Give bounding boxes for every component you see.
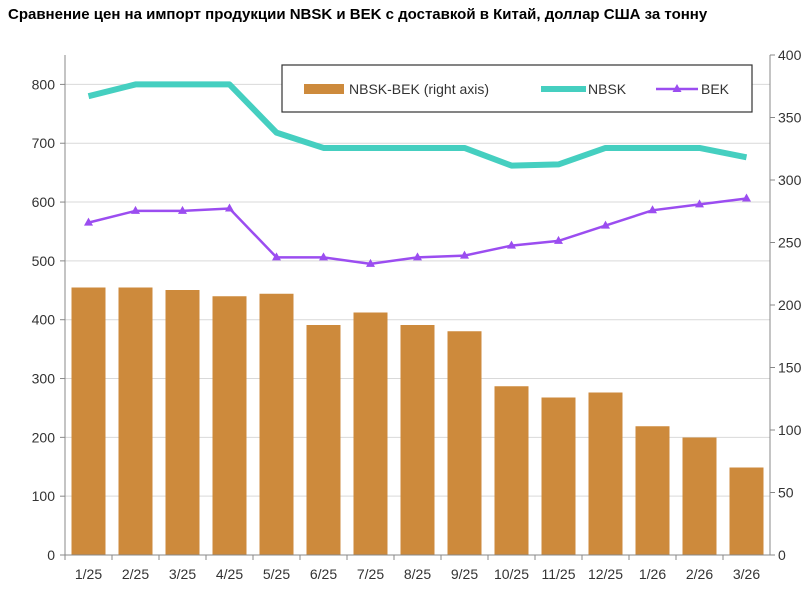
right-axis-tick-label: 400 <box>778 47 802 63</box>
bar-nbsk-bek <box>400 325 435 555</box>
legend-label-bek: BEK <box>701 81 730 97</box>
x-axis-tick-label: 1/25 <box>75 566 102 582</box>
point-bek <box>695 199 704 208</box>
left-axis-tick-label: 500 <box>32 253 56 269</box>
chart-title: Сравнение цен на импорт продукции NBSK и… <box>8 6 708 23</box>
point-bek <box>460 250 469 259</box>
bar-nbsk-bek <box>259 293 294 555</box>
bar-nbsk-bek <box>71 287 106 555</box>
right-axis-tick-label: 0 <box>778 547 786 563</box>
x-axis-tick-label: 2/25 <box>122 566 149 582</box>
right-axis-tick-label: 200 <box>778 297 802 313</box>
left-axis-tick-label: 400 <box>32 312 56 328</box>
legend-label-nbsk: NBSK <box>588 81 627 97</box>
legend-marker-bek <box>672 84 682 92</box>
left-axis-tick-label: 0 <box>47 547 55 563</box>
bar-nbsk-bek <box>306 325 341 555</box>
right-axis-tick-label: 300 <box>778 172 802 188</box>
right-axis-tick-label: 350 <box>778 110 802 126</box>
point-bek <box>554 235 563 244</box>
point-bek <box>131 205 140 214</box>
left-axis-tick-label: 700 <box>32 135 56 151</box>
x-axis-tick-label: 5/25 <box>263 566 290 582</box>
x-axis-tick-label: 7/25 <box>357 566 384 582</box>
point-bek <box>366 258 375 267</box>
x-axis-tick-label: 12/25 <box>588 566 623 582</box>
x-axis-tick-label: 3/26 <box>733 566 760 582</box>
x-axis-tick-label: 6/25 <box>310 566 337 582</box>
bar-nbsk-bek <box>729 467 764 555</box>
x-axis-tick-label: 10/25 <box>494 566 529 582</box>
legend: NBSK-BEK (right axis) NBSK BEK <box>281 64 753 113</box>
right-axis-tick-label: 100 <box>778 422 802 438</box>
x-axis-tick-label: 11/25 <box>542 566 576 582</box>
x-axis-tick-label: 4/25 <box>216 566 243 582</box>
bar-nbsk-bek <box>635 426 670 555</box>
x-axis-tick-label: 8/25 <box>404 566 431 582</box>
right-axis-tick-label: 250 <box>778 235 802 251</box>
left-axis-tick-label: 800 <box>32 76 56 92</box>
point-bek <box>272 252 281 261</box>
bar-nbsk-bek <box>682 437 717 555</box>
right-axis-tick-label: 150 <box>778 360 802 376</box>
bar-nbsk-bek <box>353 312 388 555</box>
point-bek <box>84 217 93 226</box>
legend-swatch-nbsk-bek <box>304 84 344 94</box>
bar-nbsk-bek <box>212 296 247 555</box>
left-axis-tick-label: 300 <box>32 371 56 387</box>
point-bek <box>648 205 657 214</box>
x-axis-tick-label: 2/26 <box>686 566 713 582</box>
legend-label-nbsk-bek: NBSK-BEK (right axis) <box>349 81 489 97</box>
point-bek <box>319 252 328 261</box>
bar-nbsk-bek <box>118 287 153 555</box>
bar-nbsk-bek <box>494 386 529 555</box>
left-axis-tick-label: 600 <box>32 194 56 210</box>
left-axis-tick-label: 200 <box>32 429 56 445</box>
bar-nbsk-bek <box>588 392 623 555</box>
point-bek <box>742 193 751 202</box>
right-axis-tick-label: 50 <box>778 485 794 501</box>
left-axis-tick-label: 100 <box>32 488 56 504</box>
x-axis-tick-label: 1/26 <box>639 566 666 582</box>
x-axis-tick-label: 9/25 <box>451 566 478 582</box>
bar-nbsk-bek <box>447 331 482 555</box>
bar-nbsk-bek <box>165 290 200 555</box>
x-axis-tick-label: 3/25 <box>169 566 196 582</box>
point-bek <box>507 240 516 249</box>
point-bek <box>225 203 234 212</box>
point-bek <box>178 205 187 214</box>
point-bek <box>413 252 422 261</box>
point-bek <box>601 220 610 229</box>
bar-nbsk-bek <box>541 397 576 555</box>
